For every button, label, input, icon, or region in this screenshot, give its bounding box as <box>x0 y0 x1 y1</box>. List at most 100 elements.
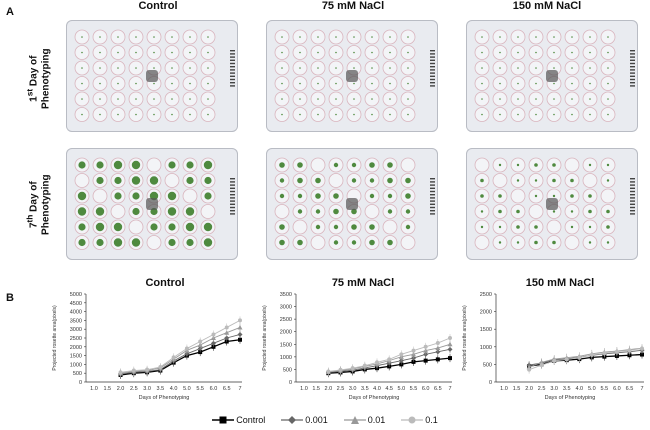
x-tick-label: 6.5 <box>434 386 442 392</box>
seedling <box>353 113 355 116</box>
barcode-line <box>430 78 435 81</box>
seedling <box>299 113 301 116</box>
seedling <box>498 163 502 167</box>
seedling <box>405 177 411 184</box>
seedling <box>335 113 337 116</box>
seedling <box>189 113 191 116</box>
y-tick-label: 3000 <box>70 327 82 333</box>
plate-center-mark <box>546 198 558 210</box>
seedling <box>535 67 537 69</box>
y-tick-label: 2000 <box>480 310 492 316</box>
well <box>146 235 162 250</box>
seedling <box>570 178 574 183</box>
barcode-line <box>630 62 635 65</box>
seedling <box>333 224 339 230</box>
plate-control-day7 <box>66 148 238 260</box>
seedling <box>117 113 119 116</box>
x-tick-label: 5.5 <box>601 386 609 392</box>
x-tick-label: 6.0 <box>613 386 621 392</box>
well <box>474 235 490 250</box>
x-tick-label: 7 <box>448 386 451 392</box>
seedling <box>135 51 137 54</box>
plate-center-mark <box>546 70 558 82</box>
seedling <box>371 113 373 116</box>
row-label-day7-line2: Phenotyping <box>40 174 52 235</box>
y-tick-label: 500 <box>483 362 492 368</box>
data-point <box>435 357 440 362</box>
barcode-line <box>230 78 235 81</box>
barcode-line <box>230 75 235 77</box>
seedling <box>171 51 173 54</box>
seedling <box>189 82 191 85</box>
barcode-line <box>430 56 435 58</box>
well <box>382 219 398 235</box>
data-point <box>552 358 557 363</box>
seedling <box>114 192 122 200</box>
well <box>310 157 326 173</box>
barcode-line <box>230 187 235 189</box>
y-tick-label: 1000 <box>280 355 292 361</box>
seedling <box>315 209 321 214</box>
series-line <box>528 347 643 368</box>
data-point <box>184 346 189 351</box>
x-tick-label: 4.0 <box>170 386 178 392</box>
seedling <box>207 36 209 38</box>
seedling <box>207 82 209 85</box>
seedling <box>335 36 337 38</box>
barcode-line <box>430 200 435 202</box>
well <box>564 157 580 173</box>
barcode-label <box>630 178 635 215</box>
barcode-line <box>430 194 435 196</box>
legend-marker-triangle-icon <box>343 416 366 424</box>
seedling <box>279 162 285 168</box>
seedling <box>78 223 86 231</box>
seedling <box>589 113 591 116</box>
data-point <box>527 367 532 372</box>
seedling <box>171 113 173 116</box>
seedling <box>517 36 519 38</box>
series-line <box>120 327 241 374</box>
legend-label-001: 0.01 <box>367 415 386 425</box>
well <box>182 188 198 204</box>
seedling <box>552 210 556 213</box>
x-tick-label: 2.5 <box>337 386 345 392</box>
seedling <box>498 241 502 244</box>
seedling <box>534 194 538 198</box>
row-label-day7-prefix: 7 <box>28 222 40 229</box>
x-tick-label: 3.0 <box>349 386 357 392</box>
seedling <box>153 113 155 116</box>
seedling <box>167 191 177 201</box>
barcode-line <box>630 197 635 199</box>
x-tick-label: 4.0 <box>575 386 583 392</box>
seedling <box>571 82 573 85</box>
seedling <box>153 67 155 69</box>
data-point <box>238 318 242 323</box>
seedling <box>589 36 591 38</box>
seedling <box>317 67 319 69</box>
seedling <box>96 176 104 185</box>
seedling <box>150 223 158 231</box>
seedling <box>571 67 573 69</box>
seedling <box>534 225 538 229</box>
line-chart-75mm: 0 500 1000 1500 2000 2500 3000 3500 1.0 1.5 2.0 2.5… <box>262 292 453 401</box>
y-tick-label: 3500 <box>70 318 82 324</box>
data-point <box>387 357 392 362</box>
seedling <box>371 82 373 85</box>
barcode-line <box>630 72 635 74</box>
series-line <box>120 339 241 376</box>
barcode-line <box>630 59 635 61</box>
well <box>528 204 544 219</box>
legend-label-0001: 0.001 <box>305 415 328 425</box>
seedling <box>588 241 592 244</box>
seedling <box>81 67 83 69</box>
x-axis-label: Days of Phenotyping <box>545 395 596 401</box>
seedling <box>279 193 285 199</box>
barcode-line <box>430 69 435 71</box>
x-tick-label: 4.5 <box>385 386 393 392</box>
barcode-line <box>430 62 435 65</box>
seedling <box>317 98 319 100</box>
series-3 <box>527 344 644 374</box>
barcode-line <box>430 206 435 209</box>
seedling <box>335 51 337 54</box>
x-tick-label: 5.5 <box>410 386 418 392</box>
